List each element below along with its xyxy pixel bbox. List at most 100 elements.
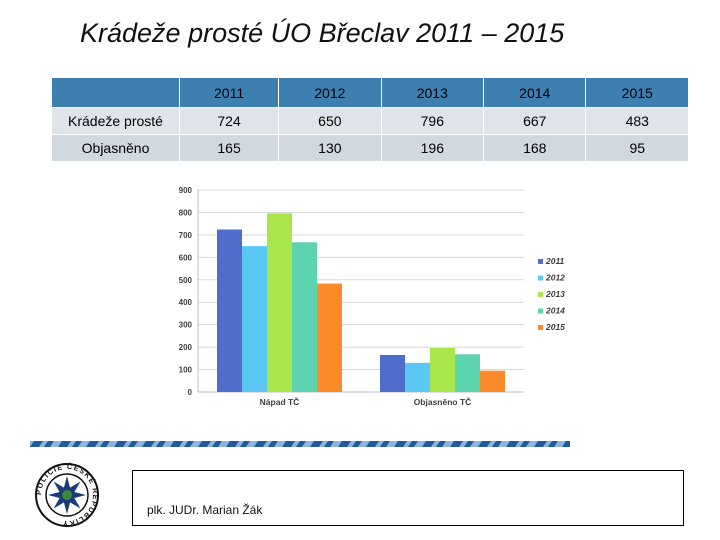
y-tick-label: 800	[179, 208, 193, 217]
legend-swatch	[538, 259, 543, 264]
table-cell: 196	[381, 135, 485, 162]
band-segment	[198, 441, 211, 447]
logo-center-emblem	[62, 490, 72, 500]
bar-chart: 0 100 200 300 400 500 600 700 800 900 Nápad TČ Obja…	[179, 186, 566, 407]
data-table: 2011 2012 2013 2014 2015 Krádeže prosté …	[52, 78, 689, 162]
band-segment	[464, 441, 474, 447]
band-segment	[408, 441, 418, 447]
bar-2013-objasneno	[430, 348, 455, 392]
table-cell: 483	[586, 108, 689, 135]
y-tick-label: 600	[179, 253, 193, 262]
author-name: plk. JUDr. Marian Žák	[147, 503, 263, 517]
slide-title: Krádeže prosté ÚO Břeclav 2011 – 2015	[80, 18, 565, 48]
band-segment	[492, 441, 502, 447]
band-segment	[282, 441, 295, 447]
band-segment	[30, 441, 43, 447]
table-cell: 796	[381, 108, 485, 135]
x-category-label: Nápad TČ	[260, 396, 300, 407]
bar-2011-objasneno	[380, 354, 405, 392]
y-tick-label: 300	[179, 321, 193, 330]
column-header: 2015	[586, 78, 689, 108]
x-category-label: Objasněno TČ	[414, 396, 472, 407]
y-tick-label: 500	[179, 276, 193, 285]
table-cell: 165	[180, 135, 280, 162]
band-segment	[520, 441, 530, 447]
bar-2012-napad	[242, 246, 267, 392]
table-corner-cell	[52, 78, 180, 108]
column-header: 2013	[381, 78, 485, 108]
band-segment	[352, 441, 362, 447]
band-segment	[142, 441, 155, 447]
band-segment	[310, 441, 323, 447]
legend-swatch	[538, 308, 543, 314]
decorative-band	[30, 441, 570, 447]
bar-2014-napad	[292, 242, 317, 392]
band-segment	[156, 441, 166, 447]
band-segment	[450, 441, 463, 447]
bar-2015-napad	[317, 283, 342, 392]
bar-2012-objasneno	[405, 362, 430, 392]
band-segment	[268, 441, 278, 447]
band-segment	[170, 441, 183, 447]
y-tick-label: 0	[188, 388, 193, 397]
table-row: Objasněno 165 130 196 168 95	[52, 135, 689, 162]
column-header: 2011	[180, 78, 280, 108]
band-segment	[534, 441, 547, 447]
band-segment	[422, 441, 435, 447]
band-segment	[324, 441, 334, 447]
legend-swatch	[538, 292, 543, 297]
bar-2015-objasneno	[480, 370, 505, 392]
legend-swatch	[538, 275, 543, 281]
legend-label: 2011	[545, 256, 565, 266]
band-segment	[296, 441, 306, 447]
table-header-row: 2011 2012 2013 2014 2015	[52, 78, 689, 108]
bar-2014-objasneno	[455, 354, 480, 392]
footer-box: plk. JUDr. Marian Žák	[132, 470, 684, 526]
row-label: Krádeže prosté	[52, 108, 180, 135]
band-segment	[380, 441, 390, 447]
band-segment	[128, 441, 138, 447]
bar-2013-napad	[267, 213, 292, 392]
table-cell: 95	[586, 135, 689, 162]
band-segment	[44, 441, 54, 447]
band-segment	[506, 441, 519, 447]
band-segment	[338, 441, 351, 447]
band-segment	[114, 441, 127, 447]
band-segment	[58, 441, 71, 447]
band-segment	[366, 441, 379, 447]
band-segment	[548, 441, 558, 447]
legend-label: 2014	[545, 306, 565, 316]
table-cell: 130	[279, 135, 382, 162]
band-segment	[394, 441, 407, 447]
table-cell: 168	[484, 135, 587, 162]
y-tick-label: 900	[179, 186, 193, 195]
band-segment	[240, 441, 250, 447]
y-tick-label: 200	[179, 343, 193, 352]
table-cell: 650	[279, 108, 382, 135]
table-cell: 724	[180, 108, 280, 135]
table-row: Krádeže prosté 724 650 796 667 483	[52, 108, 689, 135]
band-segment	[100, 441, 110, 447]
legend-label: 2013	[545, 289, 565, 299]
y-tick-label: 700	[179, 231, 193, 240]
band-segment	[562, 441, 570, 447]
legend-label: 2015	[545, 322, 565, 332]
band-segment	[72, 441, 82, 447]
band-segment	[226, 441, 239, 447]
legend-label: 2012	[545, 273, 565, 283]
table-cell: 667	[484, 108, 587, 135]
row-label: Objasněno	[52, 135, 180, 162]
band-segment	[254, 441, 267, 447]
column-header: 2012	[279, 78, 382, 108]
bar-2011-napad	[217, 229, 242, 392]
legend-swatch	[538, 325, 543, 330]
band-segment	[184, 441, 194, 447]
y-tick-label: 400	[179, 298, 193, 307]
band-segment	[86, 441, 99, 447]
band-segment	[478, 441, 491, 447]
band-segment	[212, 441, 222, 447]
column-header: 2014	[484, 78, 587, 108]
police-logo: POLICIE ČESKÉ REPUBLIKY	[34, 462, 99, 528]
y-tick-label: 100	[179, 366, 193, 375]
band-segment	[436, 441, 446, 447]
